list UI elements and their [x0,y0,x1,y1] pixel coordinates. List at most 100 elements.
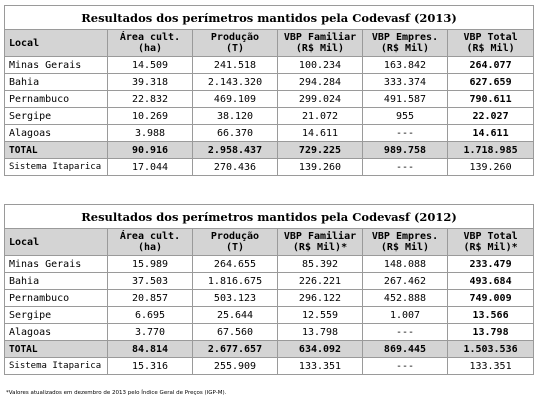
table-row: Sistema Itaparica 15.316 255.909 133.351 ---… [4,357,535,375]
table-row: Alagoas 3.988 66.370 14.611 --- 14.611 [4,124,535,142]
table-cell: 241.518 [192,56,278,74]
table-cell: 37.503 [107,272,193,290]
table-cell: 1.007 [362,306,448,324]
table-cell: 22.832 [107,90,193,108]
row-label: Pernambuco [4,289,108,307]
column-header: Área cult. (ha) [107,228,193,256]
table-cell: 21.072 [277,107,363,125]
table-cell: 267.462 [362,272,448,290]
footnote: *Valores atualizados em dezembro de 2013… [6,390,227,396]
total-row: TOTAL 84.814 2.677.657 634.092 869.445 1.503.… [4,340,535,358]
header-row: Local Área cult. (ha) Produção (T) VBP Famili… [4,29,535,57]
table-title: Resultados dos perímetros mantidos pela … [3,204,535,229]
table-cell: 3.988 [107,124,193,142]
table-cell: 493.684 [446,272,535,290]
table-cell: 139.260 [277,158,363,176]
table-cell: 90.916 [107,141,193,159]
table-cell: 491.587 [362,90,448,108]
row-label: Alagoas [4,323,108,341]
table-cell: 634.092 [277,340,363,358]
table-cell: 264.655 [192,255,278,273]
table-cell: 226.221 [277,272,363,290]
table-cell: 989.758 [362,141,448,159]
table-cell: 12.559 [277,306,363,324]
table-cell: 100.234 [277,56,363,74]
table-cell: 255.909 [192,357,278,375]
table-row: Sergipe 6.695 25.644 12.559 1.007 13.566 [4,306,535,324]
table-cell: 296.122 [277,289,363,307]
table-cell: 84.814 [107,340,193,358]
table-cell: 2.958.437 [192,141,278,159]
table-cell: 15.316 [107,357,193,375]
column-header: VBP Familiar (R$ Mil) [277,29,363,57]
row-label: Alagoas [4,124,108,142]
row-label: TOTAL [4,141,108,159]
table-cell: 790.611 [446,90,535,108]
table-cell: 3.770 [107,323,193,341]
table-row: Pernambuco 22.832 469.109 299.024 491.587 790… [4,90,535,108]
table-row: Bahia 37.503 1.816.675 226.221 267.462 493.68… [4,272,535,290]
table-cell: 469.109 [192,90,278,108]
table-cell: 14.611 [277,124,363,142]
table-cell: 17.044 [107,158,193,176]
table-cell: --- [362,124,448,142]
row-label: Sistema Itaparica [4,357,108,375]
table-cell: 2.677.657 [192,340,278,358]
table-cell: 13.798 [277,323,363,341]
column-header: Área cult. (ha) [107,29,193,57]
table-row: Minas Gerais 15.989 264.655 85.392 148.088 23… [4,255,535,273]
table-row: Bahia 39.318 2.143.320 294.284 333.374 627.65… [4,73,535,91]
row-label: Bahia [4,272,108,290]
column-header: VBP Total (R$ Mil)* [446,228,535,256]
column-header: VBP Total (R$ Mil) [446,29,535,57]
row-label: Sergipe [4,306,108,324]
row-label: Sergipe [4,107,108,125]
total-row: TOTAL 90.916 2.958.437 729.225 989.758 1.718.… [4,141,535,159]
table-cell: 133.351 [277,357,363,375]
table-cell: 955 [362,107,448,125]
column-header-local: Local [4,228,108,256]
results-table-2012: Resultados dos perímetros mantidos pela … [3,204,535,375]
header-row: Local Área cult. (ha) Produção (T) VBP Famili… [4,228,535,256]
column-header: VBP Empres. (R$ Mil) [362,29,448,57]
row-label: Bahia [4,73,108,91]
table-cell: 85.392 [277,255,363,273]
row-label: Minas Gerais [4,255,108,273]
row-label: TOTAL [4,340,108,358]
table-cell: 233.479 [446,255,535,273]
table-cell: 1.816.675 [192,272,278,290]
column-header: Produção (T) [192,228,278,256]
table-cell: 264.077 [446,56,535,74]
table-cell: 503.123 [192,289,278,307]
row-label: Sistema Itaparica [4,158,108,176]
table-cell: 25.644 [192,306,278,324]
table-cell: 13.798 [446,323,535,341]
table-cell: 10.269 [107,107,193,125]
column-header: VBP Empres. (R$ Mil) [362,228,448,256]
table-cell: 452.888 [362,289,448,307]
table-cell: 627.659 [446,73,535,91]
table-cell: 38.120 [192,107,278,125]
table-cell: 14.509 [107,56,193,74]
column-header: Produção (T) [192,29,278,57]
table-row: Sergipe 10.269 38.120 21.072 955 22.027 [4,107,535,125]
table-cell: 39.318 [107,73,193,91]
table-title: Resultados dos perímetros mantidos pela … [3,5,535,30]
table-cell: 333.374 [362,73,448,91]
table-cell: 20.857 [107,289,193,307]
table-cell: --- [362,158,448,176]
row-label: Minas Gerais [4,56,108,74]
table-row: Sistema Itaparica 17.044 270.436 139.260 ---… [4,158,535,176]
table-cell: 1.718.985 [446,141,535,159]
table-cell: 1.503.536 [446,340,535,358]
row-label: Pernambuco [4,90,108,108]
table-cell: 67.560 [192,323,278,341]
results-table-2013: Resultados dos perímetros mantidos pela … [3,5,535,176]
table-cell: 729.225 [277,141,363,159]
table-cell: --- [362,323,448,341]
table-cell: --- [362,357,448,375]
column-header: VBP Familiar (R$ Mil)* [277,228,363,256]
table-cell: 299.024 [277,90,363,108]
table-row: Alagoas 3.770 67.560 13.798 --- 13.798 [4,323,535,341]
column-header-local: Local [4,29,108,57]
